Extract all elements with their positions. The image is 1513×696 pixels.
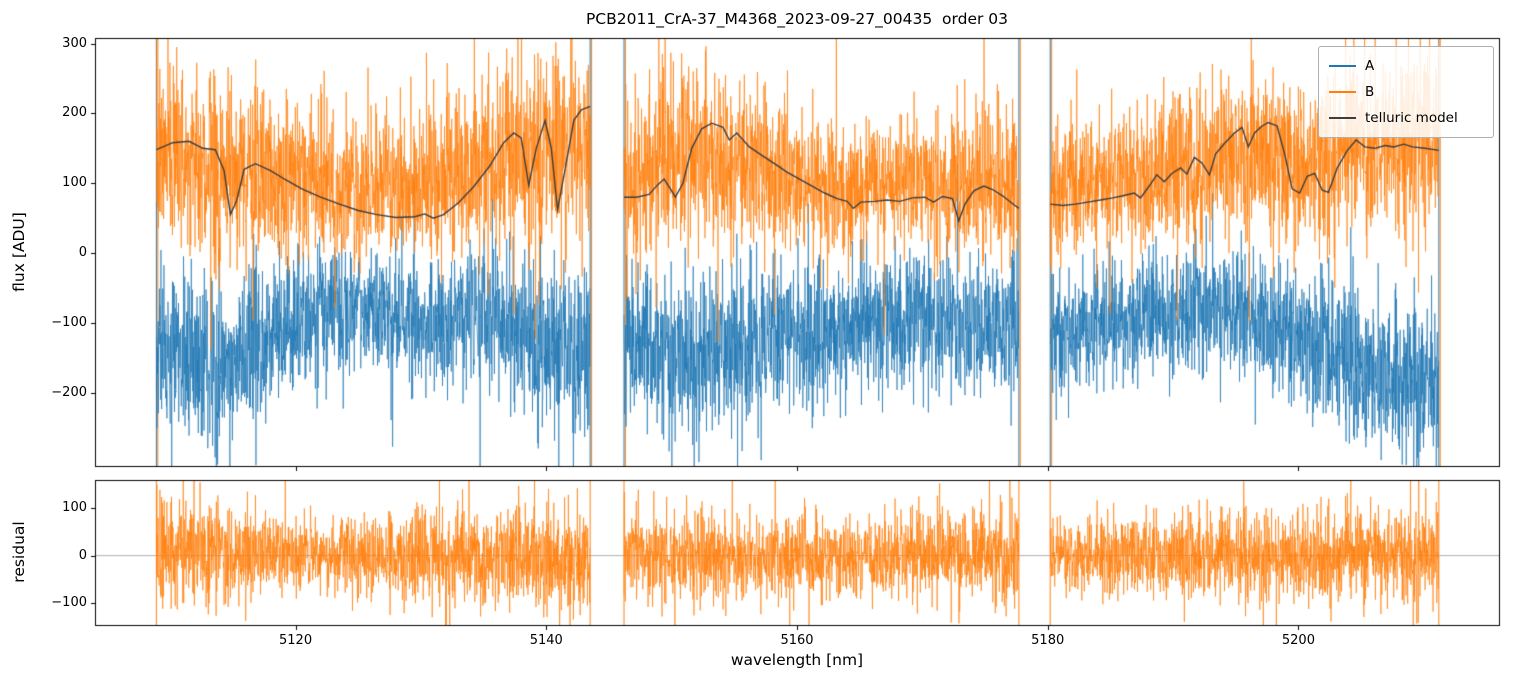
legend-line-b-icon bbox=[1329, 91, 1356, 93]
flux-y-tick-label: −100 bbox=[51, 314, 87, 330]
plot-title: PCB2011_CrA-37_M4368_2023-09-27_00435 or… bbox=[585, 10, 1009, 28]
x-tick-label: 5140 bbox=[529, 633, 563, 648]
legend-item-a: A bbox=[1329, 53, 1483, 79]
wavelength-axis-label: wavelength [nm] bbox=[730, 651, 864, 669]
legend-label-telluric-model: telluric model bbox=[1365, 110, 1458, 126]
residual-y-tick-label: 0 bbox=[78, 547, 87, 563]
residual-y-tick-label: 100 bbox=[62, 499, 87, 515]
x-tick-label: 5180 bbox=[1031, 633, 1065, 648]
residual-y-tick-label: −100 bbox=[51, 595, 87, 611]
flux-y-tick-label: 100 bbox=[62, 175, 87, 191]
flux-y-tick-label: 0 bbox=[78, 245, 87, 261]
legend-label-b: B bbox=[1365, 84, 1375, 100]
residual-axis-label: residual bbox=[10, 521, 28, 583]
flux-y-tick-label: 300 bbox=[62, 35, 87, 51]
flux-y-tick-label: 200 bbox=[62, 105, 87, 121]
x-tick-label: 5120 bbox=[279, 633, 313, 648]
legend-line-a-icon bbox=[1329, 65, 1356, 67]
x-tick-label: 5160 bbox=[780, 633, 814, 648]
flux-y-tick-label: −200 bbox=[51, 384, 87, 400]
legend-item-b: B bbox=[1329, 79, 1483, 105]
x-tick-label: 5200 bbox=[1281, 633, 1315, 648]
legend-label-a: A bbox=[1365, 58, 1375, 74]
legend: A B telluric model bbox=[1318, 46, 1494, 138]
flux-axis-label: flux [ADU] bbox=[10, 212, 28, 292]
legend-line-telluric-model-icon bbox=[1329, 117, 1356, 119]
legend-item-telluric-model: telluric model bbox=[1329, 105, 1483, 131]
